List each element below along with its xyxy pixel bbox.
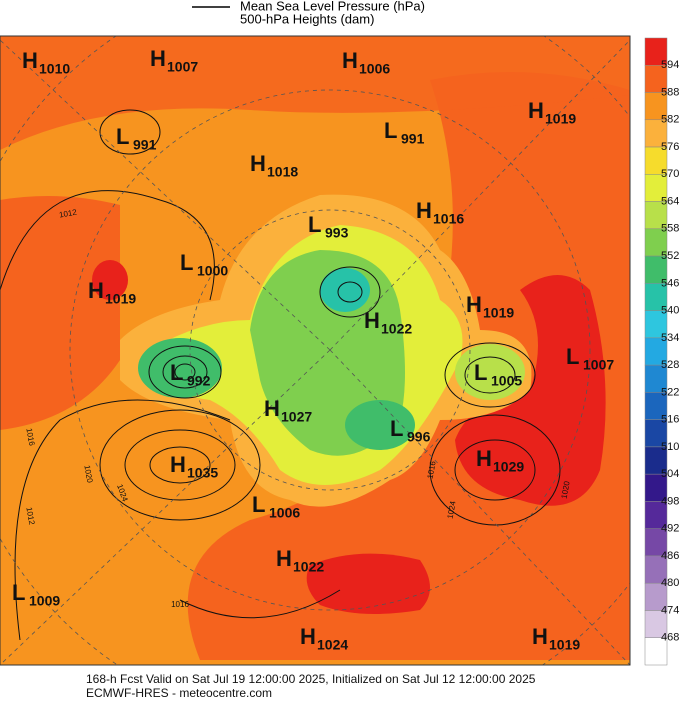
center-value: 1019 (545, 111, 576, 127)
center-value: 996 (407, 429, 431, 445)
center-letter: L (390, 416, 403, 441)
center-value: 1007 (583, 357, 614, 373)
center-letter: L (12, 580, 25, 605)
center-value: 1009 (29, 593, 60, 609)
center-value: 1024 (317, 637, 348, 653)
center-letter: H (250, 151, 266, 176)
isobar-label: 1012 (58, 208, 78, 220)
colorbar-label: 552 (661, 250, 679, 262)
center-letter: H (532, 624, 548, 649)
center-letter: H (150, 46, 166, 71)
center-letter: L (566, 344, 579, 369)
colorbar-label: 480 (661, 577, 679, 589)
center-value: 1035 (187, 465, 218, 481)
center-letter: H (300, 624, 316, 649)
colorbar-label: 570 (661, 168, 679, 180)
center-value: 993 (325, 225, 349, 241)
center-value: 1010 (39, 61, 70, 77)
isobar-label: 1016 (426, 460, 438, 480)
colorbar-label: 492 (661, 523, 679, 535)
center-value: 1006 (359, 61, 390, 77)
center-letter: H (276, 546, 292, 571)
center-letter: H (170, 452, 186, 477)
center-value: 1000 (197, 263, 228, 279)
center-letter: L (308, 212, 321, 237)
isobar-label: 1024 (446, 500, 458, 520)
center-letter: L (116, 124, 129, 149)
colorbar-label: 522 (661, 386, 679, 398)
colorbar-label: 564 (661, 195, 679, 207)
colorbar-label: 582 (661, 114, 679, 126)
center-letter: H (264, 396, 280, 421)
center-letter: H (342, 48, 358, 73)
colorbar-label: 534 (661, 332, 679, 344)
center-value: 1005 (491, 373, 522, 389)
center-value: 1019 (549, 637, 580, 653)
colorbar-label: 528 (661, 359, 679, 371)
center-value: 1006 (269, 505, 300, 521)
colorbar-label: 576 (661, 141, 679, 153)
center-letter: H (476, 446, 492, 471)
legend-pressure: Mean Sea Level Pressure (hPa) (240, 0, 425, 13)
center-letter: H (364, 308, 380, 333)
footer-valid: 168-h Fcst Valid on Sat Jul 19 12:00:00 … (86, 672, 536, 686)
isobar-label: 1020 (82, 464, 94, 484)
colorbar-label: 558 (661, 223, 679, 235)
center-value: 991 (133, 137, 157, 153)
center-value: 1022 (293, 559, 324, 575)
center-value: 992 (187, 373, 211, 389)
center-value: 1018 (267, 164, 298, 180)
center-letter: L (384, 118, 397, 143)
legend-heights: 500-hPa Heights (dam) (240, 11, 374, 26)
center-letter: H (528, 98, 544, 123)
colorbar-label: 510 (661, 441, 679, 453)
isobar-label: 1020 (560, 480, 572, 500)
center-value: 1027 (281, 409, 312, 425)
center-letter: H (22, 48, 38, 73)
colorbar-label: 468 (661, 632, 679, 644)
isobar-label: 1016 (171, 600, 189, 609)
center-value: 1007 (167, 59, 198, 75)
colorbar-label: 498 (661, 495, 679, 507)
isobar-label: 1012 (24, 506, 36, 526)
isobar-label: 1016 (24, 427, 36, 447)
center-letter: L (170, 360, 183, 385)
center-letter: L (252, 492, 265, 517)
footer-source: ECMWF-HRES - meteocentre.com (86, 686, 272, 700)
center-value: 1016 (433, 211, 464, 227)
colorbar-label: 588 (661, 86, 679, 98)
colorbar-label: 504 (661, 468, 679, 480)
colorbar-label: 594 (661, 59, 679, 71)
center-value: 1019 (483, 305, 514, 321)
center-value: 1029 (493, 459, 524, 475)
map-frame (0, 35, 631, 666)
colorbar-label: 486 (661, 550, 679, 562)
center-value: 991 (401, 131, 425, 147)
colorbar-label: 474 (661, 604, 679, 616)
center-letter: L (474, 360, 487, 385)
colorbar-box (644, 637, 668, 666)
colorbar-label: 516 (661, 414, 679, 426)
center-value: 1019 (105, 291, 136, 307)
center-value: 1022 (381, 321, 412, 337)
center-letter: L (180, 250, 193, 275)
colorbar-label: 546 (661, 277, 679, 289)
center-letter: H (416, 198, 432, 223)
center-letter: H (466, 292, 482, 317)
center-letter: H (88, 278, 104, 303)
colorbar-label: 540 (661, 305, 679, 317)
